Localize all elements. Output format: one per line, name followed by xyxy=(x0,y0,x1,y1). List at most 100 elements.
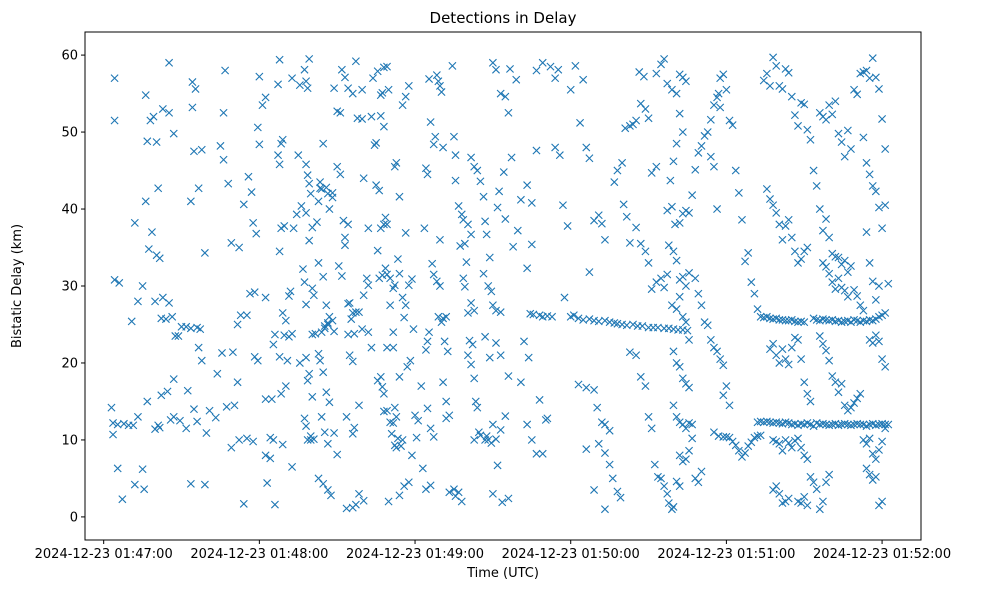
data-point xyxy=(168,312,177,321)
data-point xyxy=(448,61,457,70)
data-point xyxy=(846,421,855,430)
data-point xyxy=(143,397,152,406)
data-point xyxy=(850,399,859,407)
data-point xyxy=(292,210,301,219)
data-point xyxy=(205,406,214,415)
data-point xyxy=(269,340,278,349)
data-point xyxy=(302,77,311,86)
data-point xyxy=(862,439,871,448)
x-tick-label: 2024-12-23 01:52:00 xyxy=(813,547,951,562)
data-point xyxy=(878,114,887,123)
data-point xyxy=(613,166,622,175)
y-tick-label: 30 xyxy=(61,280,78,295)
data-point xyxy=(421,345,430,354)
data-point xyxy=(302,208,311,217)
data-point xyxy=(390,403,399,412)
data-point xyxy=(769,53,778,62)
data-point xyxy=(613,487,622,496)
data-point xyxy=(706,335,715,344)
data-point xyxy=(523,181,532,190)
data-point xyxy=(853,292,862,300)
data-point xyxy=(119,419,128,428)
data-point xyxy=(657,60,666,69)
data-point xyxy=(425,74,434,83)
data-point xyxy=(741,449,750,458)
data-point xyxy=(806,397,815,406)
data-point xyxy=(641,382,650,391)
data-point xyxy=(683,326,692,335)
data-point xyxy=(853,90,862,99)
data-point xyxy=(574,380,583,389)
data-point xyxy=(560,293,569,302)
data-point xyxy=(412,433,421,442)
data-point xyxy=(454,488,463,497)
data-point xyxy=(302,160,311,169)
data-point xyxy=(418,464,427,473)
data-point xyxy=(520,337,529,346)
data-point xyxy=(582,143,591,152)
data-point xyxy=(507,153,516,162)
data-point xyxy=(493,461,502,470)
data-point xyxy=(328,316,337,325)
data-point xyxy=(457,497,466,506)
data-point xyxy=(158,104,167,113)
data-point xyxy=(109,430,118,439)
data-point xyxy=(582,445,591,454)
data-point xyxy=(750,289,759,298)
data-point xyxy=(501,215,510,224)
data-point xyxy=(302,353,311,362)
data-point xyxy=(454,201,463,210)
data-point xyxy=(667,202,676,211)
data-point xyxy=(818,226,827,235)
data-point xyxy=(379,63,388,72)
data-point xyxy=(644,258,653,267)
data-point xyxy=(141,91,150,100)
data-point xyxy=(411,411,420,420)
data-point xyxy=(714,89,723,98)
data-point xyxy=(236,311,245,320)
data-point xyxy=(778,345,787,354)
data-point xyxy=(488,489,497,498)
data-point xyxy=(239,499,248,508)
data-point xyxy=(227,443,236,452)
data-point xyxy=(244,172,253,181)
data-point xyxy=(429,432,438,441)
data-point xyxy=(333,450,342,459)
data-point xyxy=(629,320,637,329)
data-point xyxy=(362,274,371,283)
data-point xyxy=(249,218,258,227)
data-point xyxy=(250,288,259,297)
data-point xyxy=(675,451,684,460)
data-point xyxy=(297,201,306,210)
data-point xyxy=(865,258,874,267)
data-point xyxy=(161,315,170,324)
data-point xyxy=(390,162,399,171)
data-point xyxy=(837,138,846,147)
data-point xyxy=(837,420,846,429)
data-point xyxy=(526,309,535,318)
data-point xyxy=(228,348,237,357)
data-point xyxy=(175,416,184,425)
data-point xyxy=(305,236,314,245)
data-point xyxy=(753,305,762,314)
data-point xyxy=(585,154,594,163)
data-point xyxy=(378,382,387,391)
data-point xyxy=(594,211,603,220)
data-point xyxy=(157,391,166,400)
data-point xyxy=(663,79,672,88)
data-point xyxy=(373,246,382,255)
data-point xyxy=(392,412,401,421)
data-point xyxy=(306,189,315,198)
data-point xyxy=(825,101,834,110)
data-point xyxy=(871,187,880,196)
data-point xyxy=(815,505,824,514)
data-point xyxy=(713,205,722,214)
data-point xyxy=(874,84,883,93)
data-point xyxy=(451,151,460,160)
data-point xyxy=(775,358,784,367)
data-point xyxy=(322,388,331,397)
data-point xyxy=(308,392,317,401)
data-point xyxy=(320,324,329,333)
data-point xyxy=(675,218,684,227)
data-point xyxy=(815,420,824,429)
